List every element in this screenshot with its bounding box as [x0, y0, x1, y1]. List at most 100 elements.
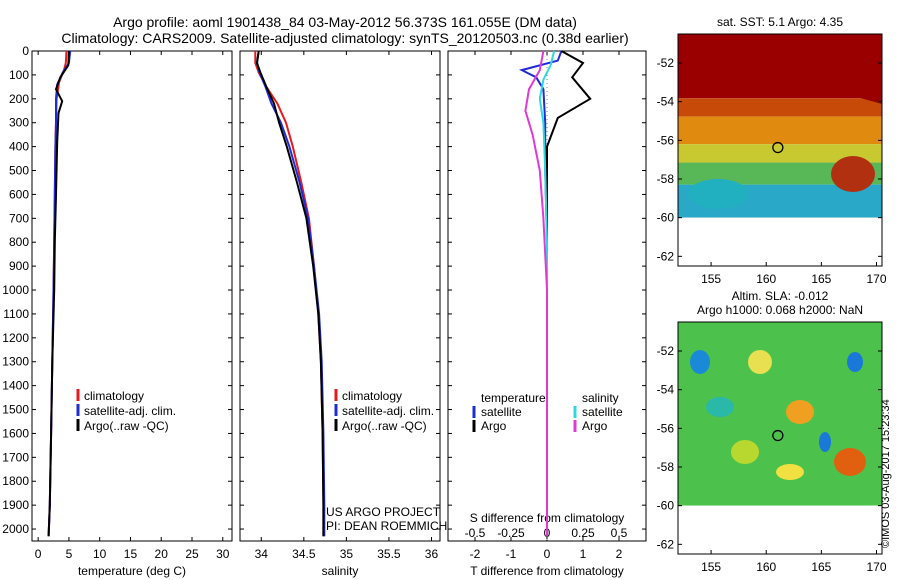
x-tick-label: 10	[93, 547, 107, 561]
map-x-tick-label: 155	[701, 272, 721, 286]
project-label: US ARGO PROJECT	[326, 505, 441, 519]
sla-anomaly-blob	[819, 432, 831, 452]
y-tick-label: 300	[9, 116, 29, 130]
sla-anomaly-blob	[690, 350, 710, 374]
sst-field-band	[678, 144, 882, 163]
x-tick-label: 0	[35, 547, 42, 561]
s-tick-label: 0.5	[611, 526, 628, 540]
legend-label: Argo(..raw -QC)	[84, 419, 169, 433]
y-tick-label: 200	[9, 92, 29, 106]
x-tick-label: 35	[340, 547, 354, 561]
legend-label: climatology	[84, 389, 144, 403]
x-tick-label: 30	[216, 547, 230, 561]
x-tick-label: 34.5	[292, 547, 316, 561]
plot-frame	[31, 50, 233, 542]
map-x-tick-label: 170	[866, 272, 886, 286]
series-line	[524, 50, 548, 537]
y-tick-label: 1400	[2, 379, 29, 393]
legend-label: satellite-adj. clim.	[84, 404, 176, 418]
y-tick-label: 1200	[2, 331, 29, 345]
map-x-tick-label: 160	[756, 560, 776, 574]
map-x-tick-label: 165	[811, 560, 831, 574]
figure-title-line2: Climatology: CARS2009. Satellite-adjuste…	[61, 30, 628, 46]
y-tick-label: 600	[9, 187, 29, 201]
sst-field-band	[678, 162, 882, 185]
map-title-line2: Argo h1000: 0.068 h2000: NaN	[697, 303, 863, 317]
s-tick-label: -0.25	[497, 526, 525, 540]
y-tick-label: 1700	[2, 450, 29, 464]
x-tick-label: 1	[580, 547, 587, 561]
y-tick-label: 1500	[2, 403, 29, 417]
y-tick-label: 1600	[2, 426, 29, 440]
y-tick-label: 1900	[2, 498, 29, 512]
legend-label: satellite	[481, 405, 522, 419]
x-tick-label: 25	[185, 547, 199, 561]
map-y-tick-label: -58	[657, 460, 675, 474]
series-line	[47, 50, 70, 537]
sst-warm-eddy	[831, 156, 875, 192]
x-tick-label: 36	[425, 547, 439, 561]
y-tick-label: 100	[9, 68, 29, 82]
pi-label: PI: DEAN ROEMMICH	[326, 519, 447, 533]
map-y-tick-label: -60	[657, 211, 675, 225]
argo-float-marker	[772, 429, 784, 442]
map-y-tick-label: -54	[657, 95, 675, 109]
x-tick-label: -1	[506, 547, 517, 561]
y-tick-label: 500	[9, 164, 29, 178]
x-axis-label: temperature (deg C)	[78, 564, 186, 578]
map-x-tick-label: 170	[866, 560, 886, 574]
map-y-tick-label: -56	[657, 421, 675, 435]
legend-label: Argo	[481, 419, 507, 433]
x-axis-label: T difference from climatology	[470, 564, 624, 578]
x-tick-label: -2	[470, 547, 481, 561]
x-tick-label: 2	[616, 547, 623, 561]
legend-label: climatology	[342, 389, 402, 403]
x-axis-label: salinity	[322, 564, 359, 578]
x-tick-label: 5	[66, 547, 73, 561]
map-y-tick-label: -56	[657, 133, 675, 147]
map-frame	[677, 33, 883, 267]
legend-header-temperature: temperature	[481, 391, 546, 405]
map-x-tick-label: 155	[701, 560, 721, 574]
map-blank-region	[678, 505, 882, 554]
s-tick-label: -0.5	[465, 526, 486, 540]
sst-field-band	[678, 116, 882, 145]
map-y-tick-label: -62	[657, 249, 675, 263]
map-y-tick-label: -62	[657, 537, 675, 551]
legend-header-salinity: salinity	[582, 391, 619, 405]
series-line	[255, 50, 325, 537]
y-tick-label: 1300	[2, 355, 29, 369]
y-tick-label: 400	[9, 140, 29, 154]
y-tick-label: 1000	[2, 283, 29, 297]
map-blank-region	[678, 217, 882, 266]
plot-frame	[239, 50, 441, 542]
credit-label: ©IMOS 03-Aug-2017 15:23:34	[880, 399, 892, 548]
legend-label: Argo	[582, 419, 608, 433]
x-tick-label: 0	[544, 547, 551, 561]
map-x-tick-label: 165	[811, 272, 831, 286]
sla-anomaly-blob	[706, 397, 734, 417]
sst-warm-region	[678, 34, 882, 104]
map-y-tick-label: -52	[657, 344, 675, 358]
s-tick-label: 0.25	[571, 526, 595, 540]
sst-field-band	[678, 98, 882, 117]
sla-anomaly-blob	[748, 350, 772, 374]
map-title: Altim. SLA: -0.012	[732, 289, 829, 303]
x-tick-label: 35.5	[377, 547, 401, 561]
argo-float-marker	[772, 141, 784, 154]
sla-anomaly-blob	[834, 448, 866, 476]
map-y-tick-label: -60	[657, 499, 675, 513]
sla-anomaly-blob	[786, 400, 814, 424]
y-tick-label: 0	[22, 44, 29, 58]
map-y-tick-label: -54	[657, 383, 675, 397]
salinity-panel: 34 34.5 35 35.5 36 salinity climatologysatelli…	[239, 50, 441, 578]
sst-cold-patch	[688, 179, 748, 209]
map-frame	[677, 321, 883, 555]
y-tick-label: 800	[9, 235, 29, 249]
y-tick-label: 1800	[2, 474, 29, 488]
y-tick-label: 1100	[3, 307, 29, 321]
x-tick-label: 20	[155, 547, 169, 561]
map-y-tick-label: -52	[657, 56, 675, 70]
